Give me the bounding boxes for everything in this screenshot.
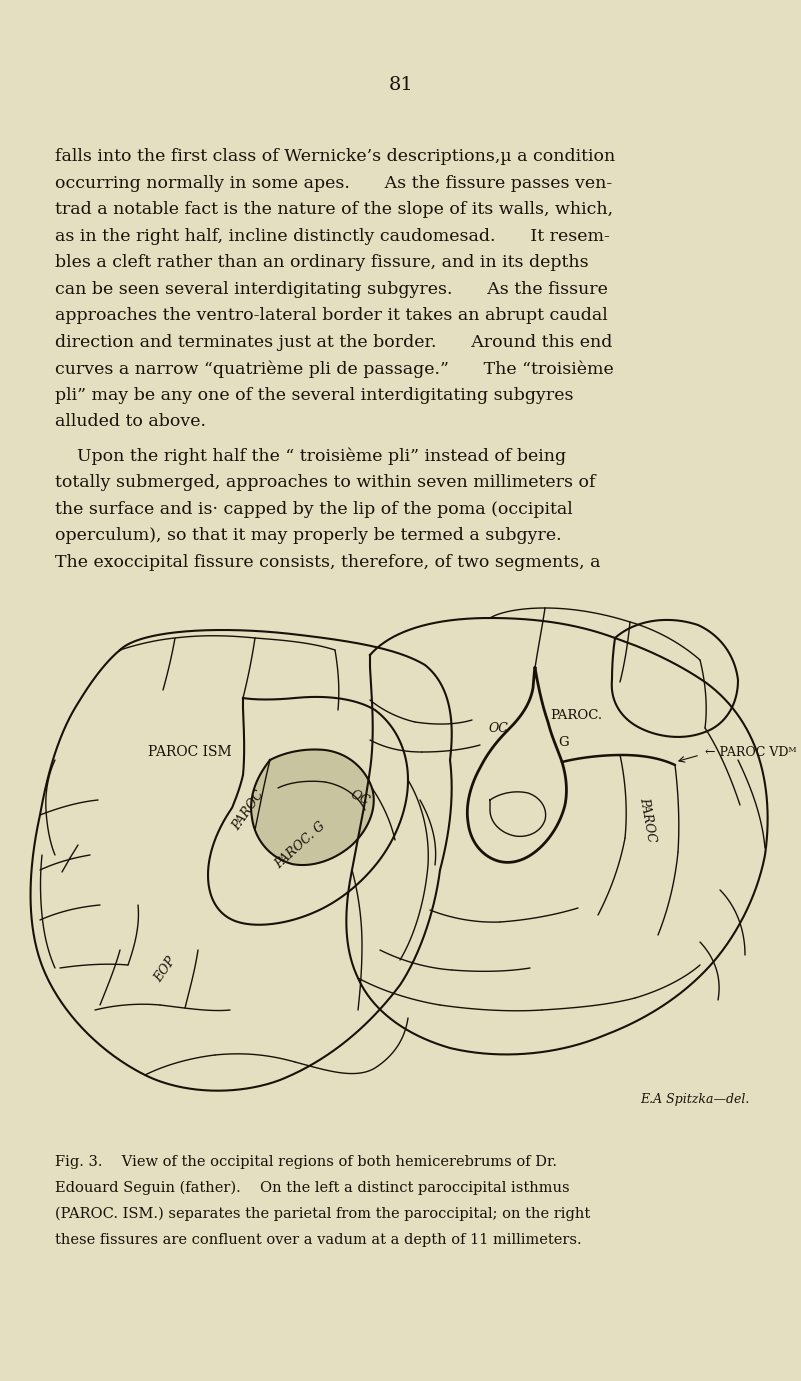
Text: PAROC. G: PAROC. G [272,819,328,871]
Text: these fissures are confluent over a vadum at a depth of 11 millimeters.: these fissures are confluent over a vadu… [55,1233,582,1247]
Text: Fig. 3.  View of the occipital regions of both hemicerebrums of Dr.: Fig. 3. View of the occipital regions of… [55,1155,557,1168]
Text: 81: 81 [388,76,413,94]
Text: PAROC.: PAROC. [550,708,602,721]
Polygon shape [467,668,566,862]
Polygon shape [208,697,408,925]
Text: bles a cleft rather than an ordinary fissure, and in its depths: bles a cleft rather than an ordinary fis… [55,254,589,271]
Text: occurring normally in some apes.  As the fissure passes ven-: occurring normally in some apes. As the … [55,174,612,192]
Text: The exoccipital fissure consists, therefore, of two segments, a: The exoccipital fissure consists, theref… [55,554,601,570]
Text: ← PAROC VDᴹ: ← PAROC VDᴹ [705,746,796,758]
Text: trad a notable fact is the nature of the slope of its walls, which,: trad a notable fact is the nature of the… [55,202,613,218]
Text: G: G [558,736,569,749]
Text: operculum), so that it may properly be termed a subgyre.: operculum), so that it may properly be t… [55,528,562,544]
Text: direction and terminates just at the border.  Around this end: direction and terminates just at the bor… [55,333,613,351]
Polygon shape [612,620,738,737]
Polygon shape [251,750,374,865]
Text: OC: OC [348,789,372,808]
Polygon shape [346,619,767,1055]
Text: E.A Spitzka—del.: E.A Spitzka—del. [640,1094,750,1106]
Text: EOP: EOP [151,954,179,985]
Text: the surface and is· capped by the lip of the poma (occipital: the surface and is· capped by the lip of… [55,500,573,518]
Text: as in the right half, incline distinctly caudomesad.  It resem-: as in the right half, incline distinctly… [55,228,610,244]
Text: pli” may be any one of the several interdigitating subgyres: pli” may be any one of the several inter… [55,387,574,403]
Text: Upon the right half the “ troisième pli” instead of being: Upon the right half the “ troisième pli”… [55,447,566,465]
Text: PAROC: PAROC [638,797,658,844]
Text: PAROC ISM: PAROC ISM [148,744,231,760]
Text: OC: OC [488,721,508,735]
Polygon shape [30,630,452,1091]
Text: PAROC: PAROC [230,787,267,833]
Text: curves a narrow “quatrième pli de passage.”  The “troisième: curves a narrow “quatrième pli de passag… [55,360,614,377]
Text: totally submerged, approaches to within seven millimeters of: totally submerged, approaches to within … [55,474,595,492]
Text: falls into the first class of Wernicke’s descriptions,µ a condition: falls into the first class of Wernicke’s… [55,148,615,164]
Text: can be seen several interdigitating subgyres.  As the fissure: can be seen several interdigitating subg… [55,280,608,297]
Polygon shape [490,791,545,837]
Text: Edouard Seguin (father).  On the left a distinct paroccipital isthmus: Edouard Seguin (father). On the left a d… [55,1181,570,1196]
Text: (PAROC. ISM.) separates the parietal from the paroccipital; on the right: (PAROC. ISM.) separates the parietal fro… [55,1207,590,1221]
Text: approaches the ventro-lateral border it takes an abrupt caudal: approaches the ventro-lateral border it … [55,307,608,325]
Text: alluded to above.: alluded to above. [55,413,206,429]
